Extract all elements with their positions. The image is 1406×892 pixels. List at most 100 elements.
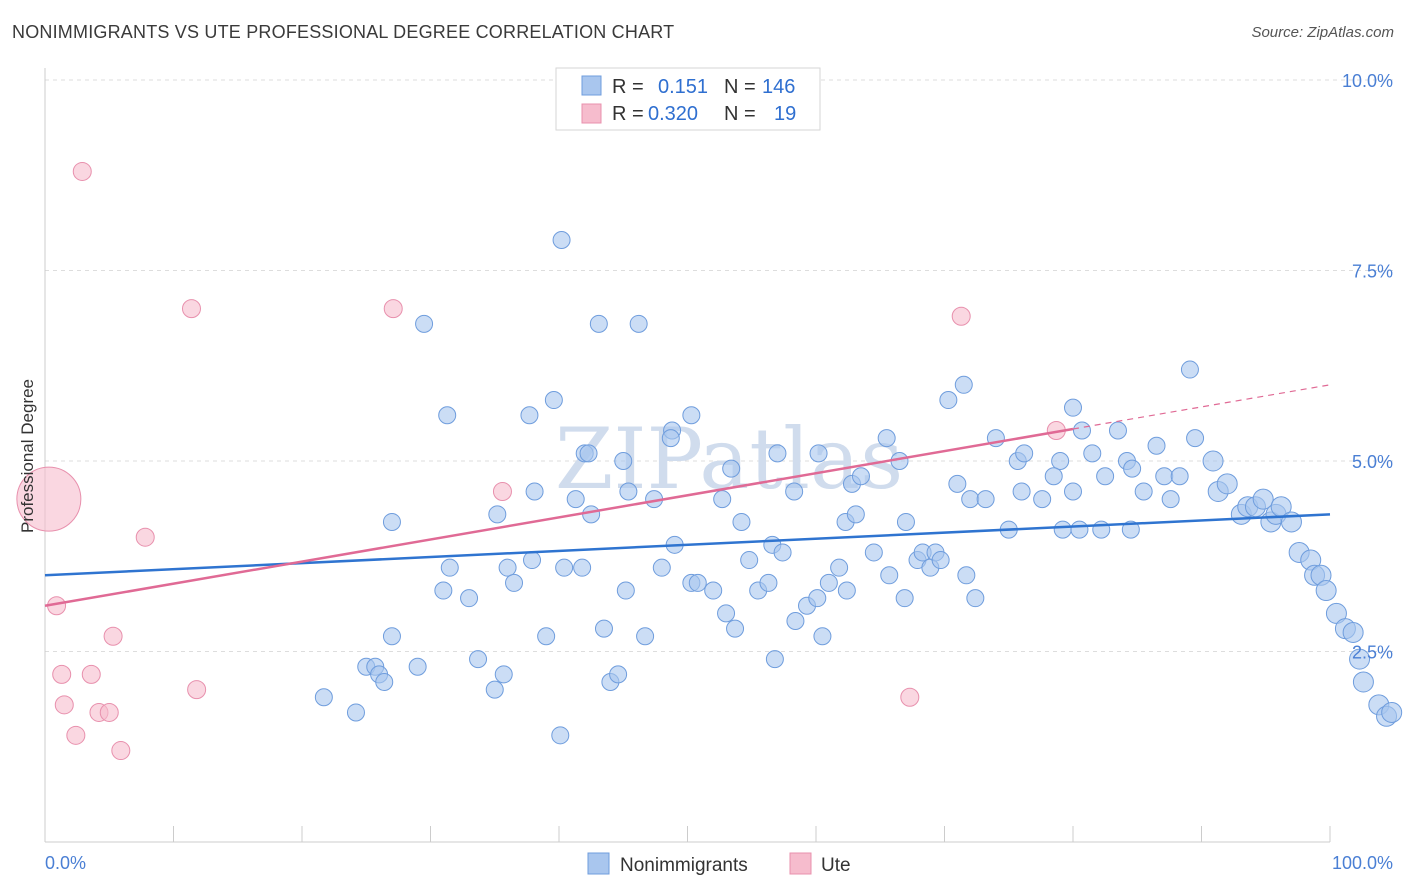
ute-point-15 [187,680,207,700]
y-tick-label-3: 10.0% [1342,71,1393,91]
nonimmigrants-point-51 [1180,360,1199,379]
nonimmigrants-point-92 [523,551,542,570]
nonimmigrants-point-55 [1216,473,1238,495]
nonimmigrants-point-71 [1342,621,1364,643]
ute-point-9 [81,664,101,684]
ute-point-1 [72,161,92,181]
nonimmigrants-point-139 [408,657,427,676]
nonimmigrants-point-59 [1252,488,1274,510]
ute-regression-extension [1072,384,1331,430]
nonimmigrants-point-138 [382,627,401,646]
nonimmigrants-point-141 [494,665,513,684]
nonimmigrants-point-68 [1315,580,1337,602]
nonimmigrants-point-124 [895,589,914,608]
nonimmigrants-point-90 [498,558,517,577]
ute-point-4 [951,306,971,326]
ute-point-12 [99,702,119,722]
nonimmigrants-point-143 [765,650,784,669]
nonimmigrants-point-122 [864,543,883,562]
y-tick-label-0: 2.5% [1352,643,1393,663]
nonimmigrants-point-29 [948,474,967,493]
nonimmigrants-point-23 [851,467,870,486]
nonimmigrants-point-5 [520,406,539,425]
ute-point-2 [181,299,201,319]
legend-r-value-2: 0.320 [648,103,698,125]
ute-point-18 [900,687,920,707]
nonimmigrants-point-41 [1083,444,1102,463]
watermark: ZIPatlas [555,410,903,508]
nonimmigrants-point-40 [1072,421,1091,440]
nonimmigrants-point-96 [582,505,601,524]
nonimmigrants-point-9 [614,452,633,470]
nonimmigrants-regression-line [44,513,1331,577]
nonimmigrants-point-31 [976,490,995,509]
nonimmigrants-point-37 [1051,452,1070,470]
legend-n-value-1: 146 [762,76,795,98]
nonimmigrants-point-129 [931,551,950,570]
legend-r-label-1: R = [612,76,644,98]
ute-point-10 [54,695,74,715]
x-tick-label-max: 100.0% [1332,853,1393,873]
nonimmigrants-point-52 [1186,429,1205,448]
ute-point-6 [135,527,155,547]
nonimmigrants-point-35 [1012,482,1031,501]
nonimmigrants-point-133 [346,703,365,722]
ute-point-7 [103,626,123,646]
nonimmigrants-point-118 [813,627,832,646]
y-tick-labels: 2.5% 5.0% 7.5% 10.0% [1342,71,1393,663]
nonimmigrants-point-117 [808,589,827,608]
bottom-legend-swatch-ute [789,852,812,875]
nonimmigrants-point-79 [1064,482,1082,501]
bottom-legend-swatch-nonimmigrants [587,852,610,875]
nonimmigrants-point-107 [717,604,736,623]
nonimmigrants-point-93 [537,627,556,646]
nonimmigrants-point-3 [629,314,648,333]
nonimmigrants-point-28 [896,512,915,531]
nonimmigrants-point-86 [434,581,453,600]
nonimmigrants-point-21 [785,482,804,501]
nonimmigrants-point-120 [830,558,849,577]
nonimmigrants-point-46 [1134,482,1153,501]
chart-title: NONIMMIGRANTS VS UTE PROFESSIONAL DEGREE… [12,22,675,42]
nonimmigrants-point-15 [619,482,638,501]
nonimmigrants-point-130 [957,566,976,585]
bottom-legend-nonimmigrants: Nonimmigrants [620,855,748,876]
nonimmigrants-point-1 [415,314,434,333]
nonimmigrants-point-73 [1352,671,1374,693]
nonimmigrants-point-76 [1381,701,1403,723]
legend-swatch-ute [581,103,602,124]
ute-point-16 [492,481,512,501]
legend: R = 0.151 N = 146 R = 0.320 N = 19 [555,67,821,131]
nonimmigrants-point-81 [1070,520,1089,539]
x-ticks [44,826,1331,842]
nonimmigrants-point-18 [722,459,741,478]
nonimmigrants-point-48 [1155,467,1174,486]
nonimmigrants-point-137 [375,672,394,691]
nonimmigrants-point-110 [740,551,759,570]
nonimmigrants-point-45 [1123,459,1142,478]
nonimmigrants-point-13 [525,482,544,501]
nonimmigrants-point-30 [961,490,980,509]
nonimmigrants-point-83 [1121,520,1140,539]
nonimmigrants-point-97 [594,619,613,638]
nonimmigrants-points [314,231,1403,745]
nonimmigrants-point-142 [551,726,570,745]
nonimmigrants-point-140 [485,680,504,699]
nonimmigrants-point-114 [773,543,792,562]
nonimmigrants-point-17 [713,490,732,509]
nonimmigrants-point-4 [438,406,457,425]
x-tick-label-min: 0.0% [45,853,86,873]
nonimmigrants-point-39 [1064,398,1082,417]
nonimmigrants-point-121 [837,581,856,600]
nonimmigrants-point-78 [954,375,973,394]
bottom-legend-ute: Ute [821,855,851,876]
nonimmigrants-point-123 [880,566,899,585]
nonimmigrants-point-24 [877,429,896,448]
nonimmigrants-point-6 [544,391,563,410]
nonimmigrants-point-94 [555,558,574,577]
ute-point-8 [52,664,72,684]
nonimmigrants-point-47 [1147,436,1166,455]
legend-n-label-2: N = [724,103,756,125]
nonimmigrants-point-11 [579,444,598,463]
